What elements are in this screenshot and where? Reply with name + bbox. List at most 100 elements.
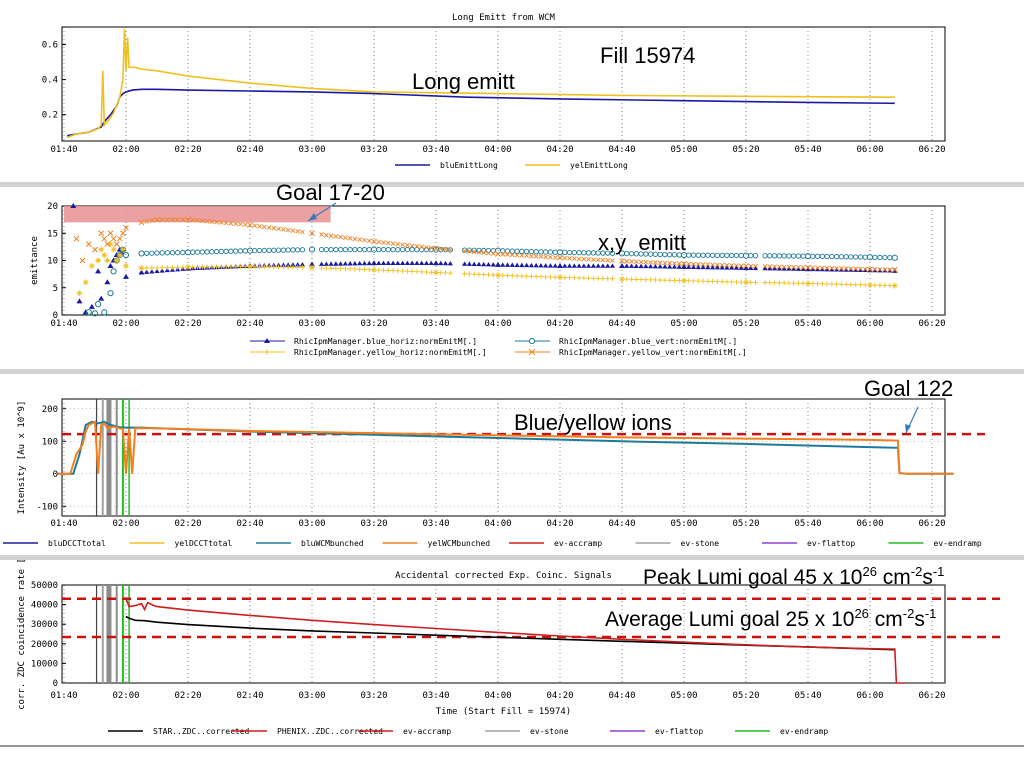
data-point (643, 263, 649, 269)
data-point (395, 268, 401, 274)
data-point (609, 263, 616, 268)
data-point (762, 280, 768, 286)
x-tick-label: 06:20 (918, 145, 945, 155)
data-point (857, 282, 863, 288)
panel-separator-2 (0, 369, 1024, 374)
x-tick-label: 04:00 (484, 145, 511, 155)
x-tick-label: 02:40 (236, 319, 263, 329)
data-point (557, 262, 563, 268)
data-point (514, 273, 520, 279)
data-point (319, 232, 324, 237)
data-point (786, 280, 792, 286)
data-point (848, 282, 854, 288)
ev-stone-marker (101, 585, 104, 683)
data-point (819, 281, 825, 287)
data-point (667, 264, 673, 269)
data-point (791, 266, 797, 271)
data-point (409, 268, 415, 274)
data-point (85, 309, 92, 316)
data-point (600, 263, 606, 268)
data-point (505, 273, 511, 279)
data-point (209, 219, 215, 225)
data-point (101, 235, 108, 242)
x-tick-label: 02:20 (174, 145, 201, 155)
data-point (800, 280, 806, 286)
data-point (633, 263, 639, 269)
data-point (169, 250, 176, 256)
data-point (848, 267, 854, 272)
data-point (605, 276, 611, 282)
x-tick-label: 05:40 (794, 519, 821, 529)
data-point (471, 249, 477, 255)
data-point (159, 265, 165, 271)
data-point (552, 274, 558, 280)
data-point (767, 264, 773, 269)
data-point (123, 262, 129, 269)
data-point (505, 252, 510, 257)
data-point (447, 261, 453, 266)
data-point (175, 264, 181, 270)
x-tick-label: 04:00 (484, 691, 511, 701)
x-tick-label: 06:00 (856, 145, 883, 155)
x-tick-label: 02:00 (112, 691, 139, 701)
data-point (777, 264, 782, 270)
data-point (719, 265, 725, 270)
data-point (228, 264, 234, 270)
data-point (185, 264, 191, 271)
x-tick-label: 02:20 (174, 519, 201, 529)
data-point (376, 267, 382, 273)
x-tick-label: 06:00 (856, 691, 883, 701)
data-point (590, 275, 596, 281)
data-point (116, 252, 123, 259)
data-point (562, 263, 568, 268)
data-point (154, 265, 160, 271)
data-point (271, 264, 277, 270)
x-tick-label: 03:00 (298, 519, 325, 529)
chart-panel-1: 01:40 02:00 02:20 02:40 03:00 03:20 03:40 04:00… (42, 13, 946, 170)
y-tick-label: 30000 (31, 620, 58, 630)
data-point (710, 264, 716, 270)
legend-label: STAR..ZDC..corrected (153, 727, 250, 736)
data-point (638, 277, 644, 283)
data-point (120, 230, 126, 237)
data-point (404, 268, 410, 274)
x-tick-label: 04:40 (608, 319, 635, 329)
data-point (419, 269, 425, 275)
data-point (366, 267, 372, 273)
data-point (366, 238, 372, 244)
data-point (571, 256, 577, 261)
data-point (342, 261, 348, 266)
data-point (657, 277, 663, 283)
data-point (116, 235, 123, 242)
data-point (428, 269, 434, 275)
data-point (400, 260, 406, 266)
data-point (628, 263, 635, 268)
data-point (343, 235, 348, 240)
data-point (695, 278, 701, 284)
data-point (729, 265, 735, 270)
data-point (824, 265, 830, 271)
data-point (776, 280, 782, 286)
data-point (657, 260, 663, 266)
data-point (715, 262, 720, 268)
data-point (195, 218, 200, 223)
data-point (180, 249, 186, 256)
data-point (110, 257, 117, 263)
ions-label: Blue/yellow ions (514, 410, 672, 435)
data-point (154, 268, 160, 274)
legend-label: ev-flattop (807, 539, 855, 548)
data-point (290, 264, 296, 270)
y-tick-label: 20 (47, 202, 58, 212)
data-point (529, 253, 534, 259)
data-point (781, 280, 787, 286)
data-point (98, 295, 105, 301)
data-point (385, 260, 391, 266)
data-point (858, 266, 863, 272)
data-point (266, 225, 272, 230)
data-point (123, 224, 129, 231)
data-point (466, 271, 472, 277)
avg-lumi-exp: 26 (854, 606, 869, 621)
data-point (180, 217, 186, 222)
data-point (113, 257, 120, 264)
data-point (228, 221, 234, 226)
